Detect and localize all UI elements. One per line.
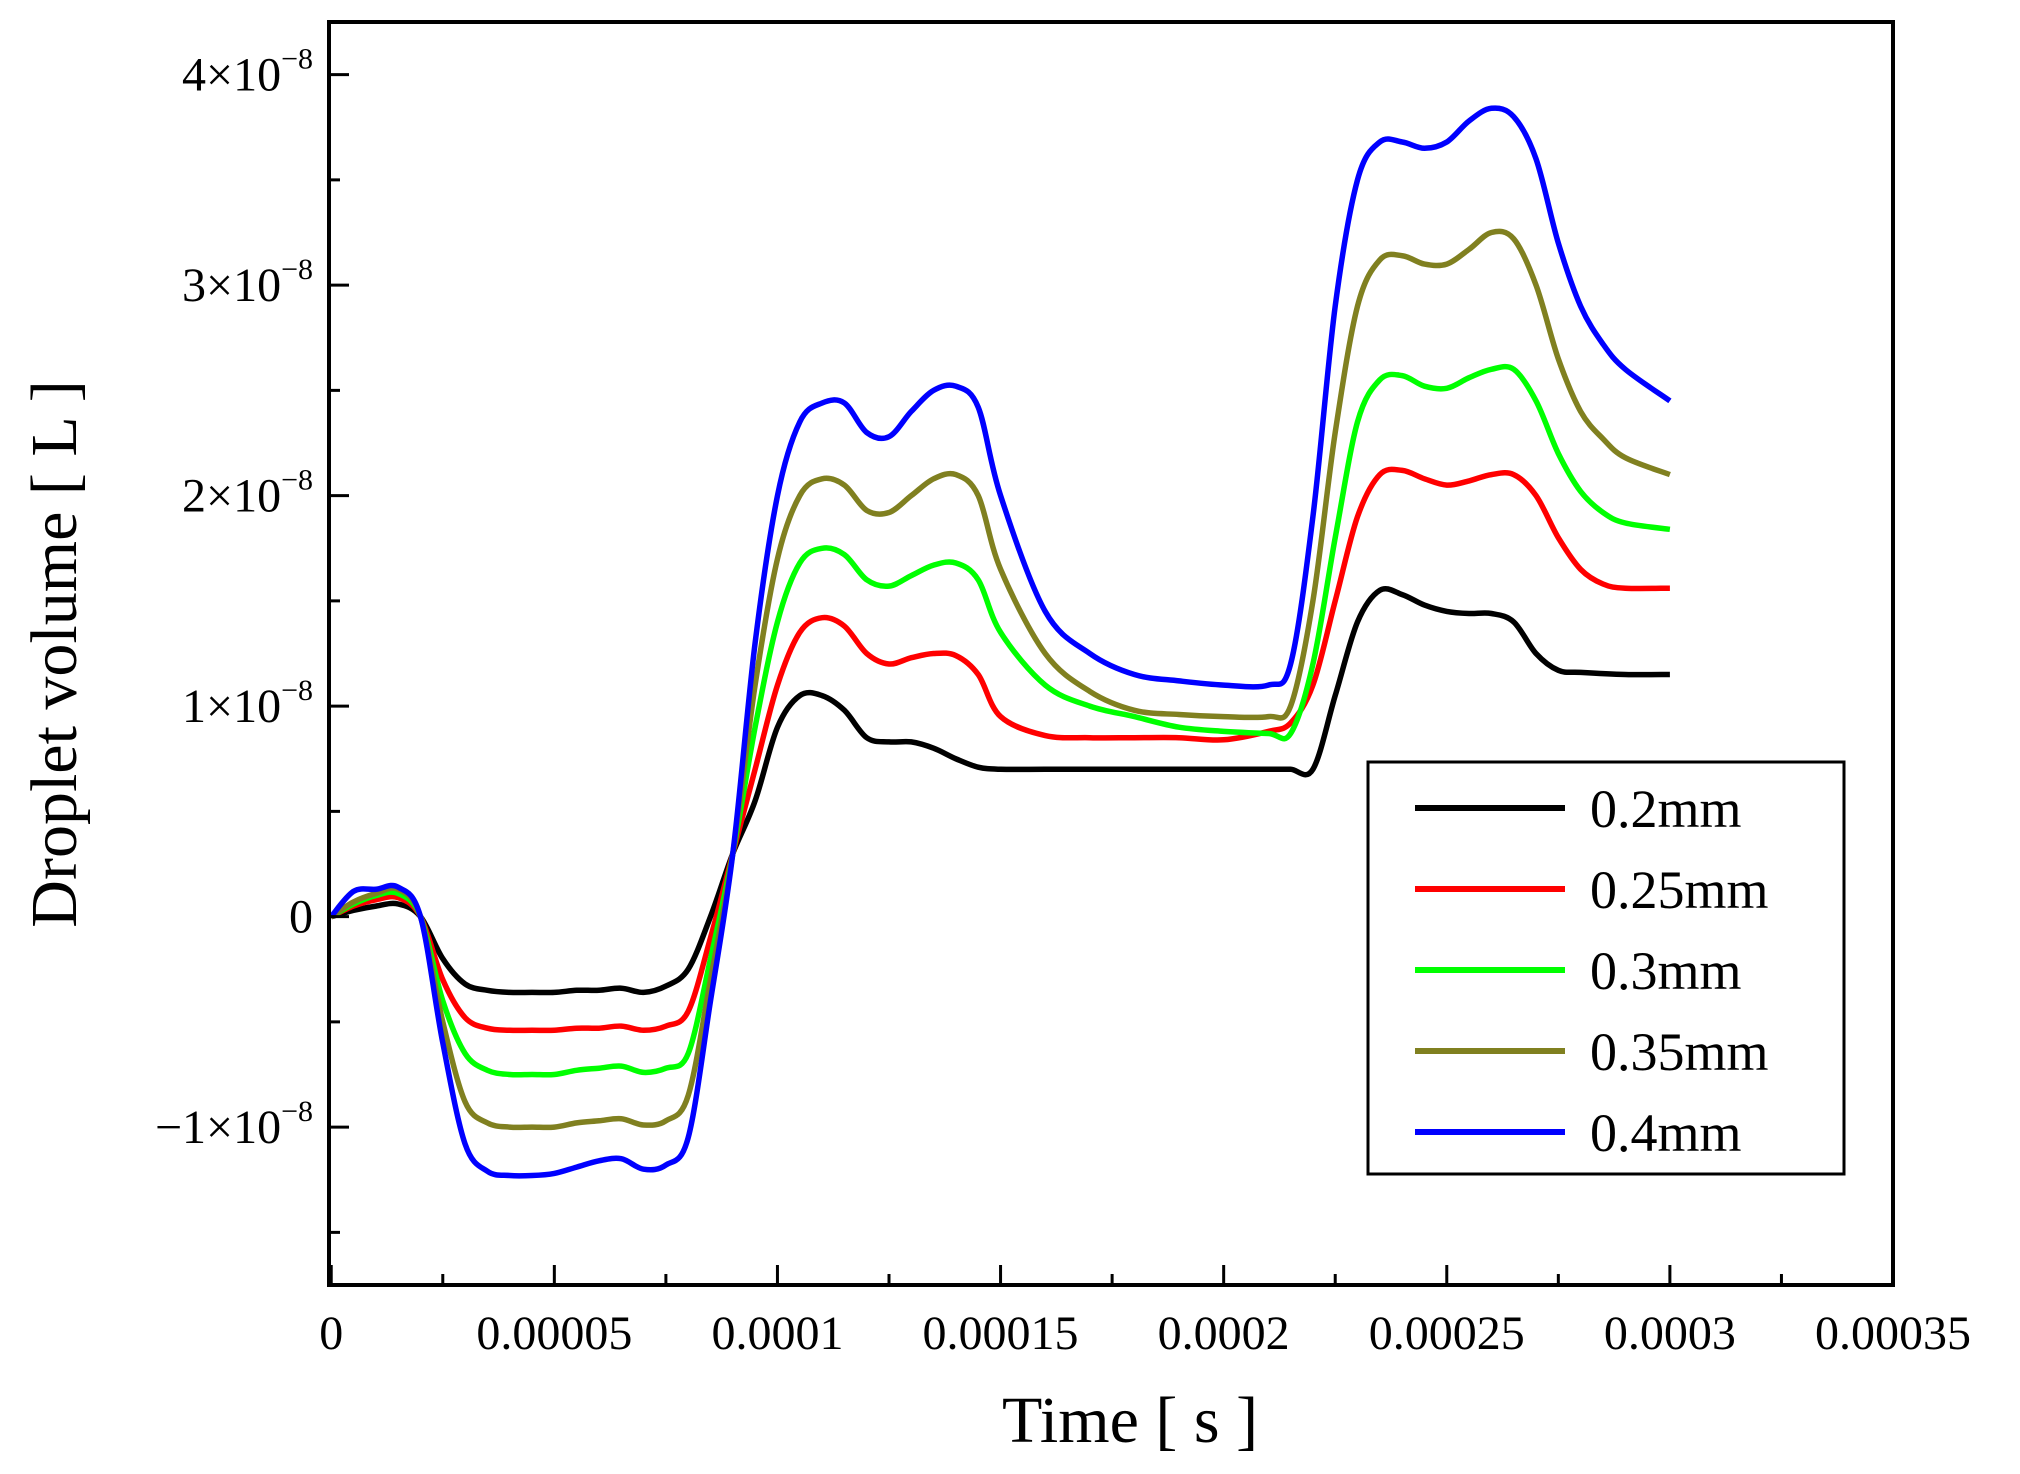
y-tick-label: 4×10−8 xyxy=(182,43,313,102)
legend-label-0.3mm: 0.3mm xyxy=(1590,941,1742,1001)
legend-label-0.4mm: 0.4mm xyxy=(1590,1103,1742,1163)
series-layer xyxy=(329,105,1672,1179)
y-tick-label: −1×10−8 xyxy=(155,1095,313,1154)
x-tick-label: 0.00025 xyxy=(1369,1307,1525,1360)
x-tick-label: 0 xyxy=(319,1307,343,1360)
series-line-0.2mm xyxy=(330,585,1670,996)
x-axis-title: Time [ s ] xyxy=(1002,1384,1258,1457)
x-tick-label: 0.0001 xyxy=(711,1307,843,1360)
series-line-0.35mm xyxy=(329,228,1671,1131)
y-tick-label: 3×10−8 xyxy=(182,253,313,312)
x-axis: 0 0.00005 0.0001 0.00015 0.0002 0.00025 0.0003… xyxy=(319,1265,1971,1360)
series-line-0.25mm xyxy=(330,466,1670,1034)
legend-label-0.35mm: 0.35mm xyxy=(1590,1022,1769,1082)
x-tick-label: 0.00005 xyxy=(476,1307,632,1360)
series-line-0.3mm xyxy=(329,363,1671,1078)
x-tick-label: 0.0002 xyxy=(1158,1307,1290,1360)
y-axis: −1×10−8 0 1×10−8 2×10−8 3×10−8 4×10−8 xyxy=(155,43,349,1234)
y-tick-label: 0 xyxy=(289,891,313,944)
legend: 0.2mm 0.25mm 0.3mm 0.35mm 0.4mm xyxy=(1366,760,1846,1176)
x-tick-label: 0.00035 xyxy=(1815,1307,1971,1360)
x-tick-label: 0.00015 xyxy=(923,1307,1079,1360)
x-tick-label: 0.0003 xyxy=(1604,1307,1736,1360)
y-tick-label: 2×10−8 xyxy=(182,464,313,523)
y-tick-label: 1×10−8 xyxy=(182,674,313,733)
series-line-0.4mm xyxy=(329,105,1672,1179)
legend-label-0.2mm: 0.2mm xyxy=(1590,779,1742,839)
y-axis-title: Droplet volume [ L ] xyxy=(18,380,91,927)
legend-label-0.25mm: 0.25mm xyxy=(1590,860,1769,920)
